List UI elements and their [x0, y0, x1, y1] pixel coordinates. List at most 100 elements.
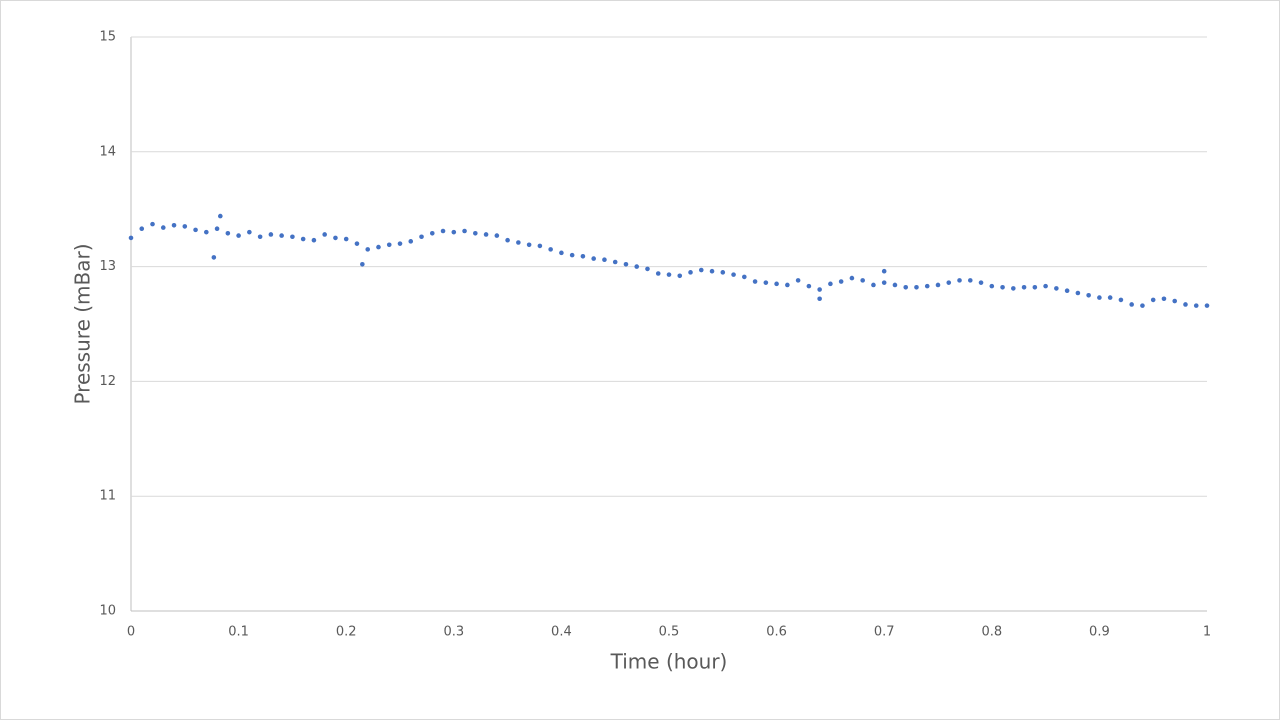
data-point [1086, 293, 1091, 298]
data-point [731, 272, 736, 277]
x-tick-label: 0.1 [228, 625, 249, 640]
data-point [569, 252, 575, 258]
data-point [645, 266, 650, 272]
data-point [978, 280, 984, 285]
data-point [505, 237, 510, 243]
data-point [655, 271, 661, 276]
data-point [386, 242, 392, 248]
data-point [666, 272, 672, 277]
data-point [1150, 297, 1156, 303]
data-point [429, 231, 435, 236]
data-point [1097, 295, 1102, 300]
data-point [1204, 303, 1210, 308]
data-point [218, 213, 223, 219]
x-tick-label: 0.7 [874, 625, 895, 640]
data-point [128, 235, 134, 241]
data-point [182, 224, 188, 229]
data-point [881, 280, 887, 285]
data-point [1193, 303, 1199, 308]
data-point [236, 233, 241, 238]
data-point [623, 262, 629, 267]
data-point [322, 232, 327, 237]
data-point [1183, 302, 1188, 307]
data-point [763, 280, 769, 285]
data-point [946, 280, 952, 285]
data-point [279, 233, 284, 238]
data-point [795, 278, 801, 283]
data-point [1075, 290, 1081, 296]
data-point [257, 234, 263, 240]
data-point [462, 228, 467, 234]
x-tick-label: 0.5 [659, 625, 680, 640]
x-tick-label: 1 [1203, 625, 1211, 640]
x-tick-label: 0.4 [551, 625, 572, 640]
data-point [354, 241, 360, 246]
data-point [160, 225, 166, 230]
data-point [742, 274, 747, 280]
data-point [494, 233, 500, 238]
data-point [1107, 295, 1113, 300]
data-point [580, 253, 586, 259]
data-point [526, 242, 532, 248]
data-point [343, 236, 349, 242]
data-point [300, 236, 306, 242]
data-point [752, 279, 758, 284]
x-tick-label: 0.3 [443, 625, 464, 640]
data-point [871, 282, 876, 288]
data-point [828, 281, 833, 287]
data-point [311, 237, 317, 243]
y-tick-label: 11 [99, 489, 116, 504]
data-point [483, 232, 489, 237]
x-tick-label: 0.8 [981, 625, 1002, 640]
data-point [1021, 284, 1027, 290]
data-point [290, 234, 295, 240]
data-point [139, 226, 145, 232]
data-point [838, 279, 844, 284]
data-point [967, 278, 973, 283]
data-point [473, 231, 478, 236]
data-point [612, 259, 618, 265]
data-point [419, 234, 424, 240]
x-tick-label: 0.2 [336, 625, 357, 640]
x-axis-title: Time (hour) [610, 650, 728, 674]
data-point [211, 255, 217, 260]
data-point [688, 270, 693, 275]
data-point [591, 256, 596, 261]
data-point [150, 221, 155, 227]
data-point [881, 268, 887, 274]
y-tick-label: 15 [99, 30, 116, 45]
data-point [1140, 303, 1145, 308]
data-point [537, 243, 543, 249]
data-point [892, 282, 898, 288]
x-tick-label: 0 [127, 625, 135, 640]
data-point [397, 241, 403, 246]
data-point [376, 244, 381, 250]
data-point [935, 282, 941, 288]
data-point [785, 282, 790, 288]
data-point [774, 281, 779, 287]
data-point [849, 275, 855, 281]
data-point [698, 267, 704, 273]
data-point [360, 262, 365, 267]
data-point [408, 239, 414, 244]
data-point [903, 284, 909, 290]
y-tick-label: 13 [99, 259, 116, 274]
data-point [268, 232, 274, 237]
data-point [914, 284, 919, 290]
data-point [957, 278, 962, 283]
y-tick-label: 10 [99, 604, 116, 619]
data-point [365, 247, 371, 252]
data-point [989, 283, 995, 289]
data-point [333, 235, 338, 241]
data-point [677, 273, 683, 279]
data-point [193, 227, 198, 233]
data-point [1000, 284, 1005, 290]
data-point [516, 240, 521, 245]
data-point [860, 278, 865, 283]
x-tick-label: 0.9 [1089, 625, 1110, 640]
y-tick-label: 14 [99, 144, 116, 159]
data-point [1172, 298, 1178, 304]
data-point [559, 250, 564, 256]
data-point [1043, 283, 1048, 289]
